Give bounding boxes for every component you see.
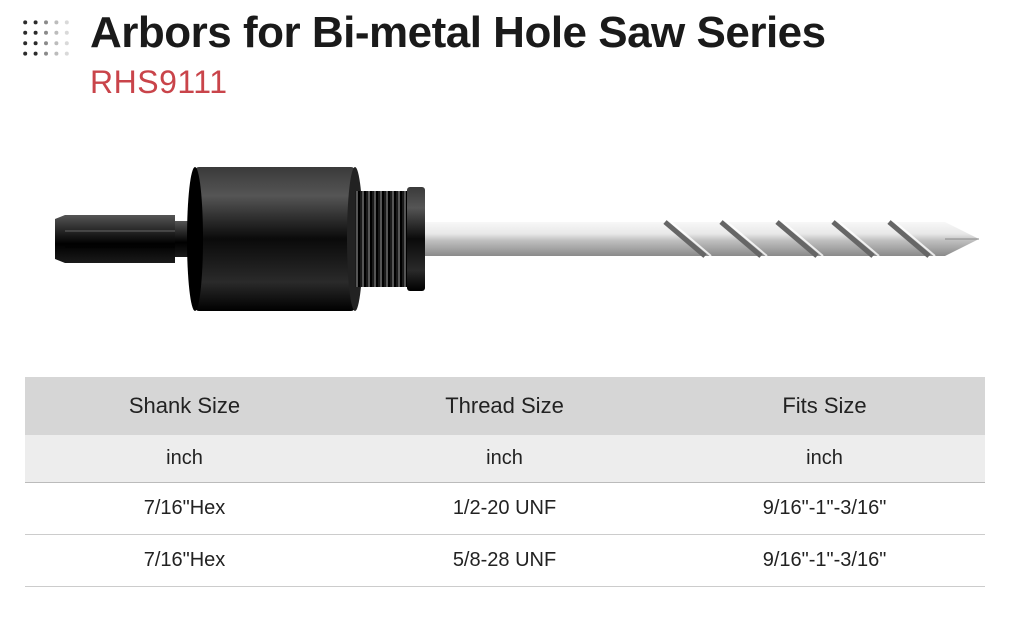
cell-thread-1: 5/8-28 UNF xyxy=(345,535,665,587)
cell-fits-1: 9/16"-1"-3/16" xyxy=(665,535,985,587)
col-header-thread: Thread Size xyxy=(345,377,665,435)
cell-shank-0: 7/16"Hex xyxy=(25,483,345,535)
cell-fits-0: 9/16"-1"-3/16" xyxy=(665,483,985,535)
unit-fits: inch xyxy=(665,435,985,483)
col-header-shank: Shank Size xyxy=(25,377,345,435)
page-container: Arbors for Bi-metal Hole Saw Series RHS9… xyxy=(0,0,1009,587)
table-row: 7/16"Hex 1/2-20 UNF 9/16"-1"-3/16" xyxy=(25,483,985,535)
page-title: Arbors for Bi-metal Hole Saw Series xyxy=(90,10,826,56)
product-code: RHS9111 xyxy=(90,64,989,101)
unit-row: inch inch inch xyxy=(25,435,985,483)
unit-thread: inch xyxy=(345,435,665,483)
cell-thread-0: 1/2-20 UNF xyxy=(345,483,665,535)
table-header: Shank Size Thread Size Fits Size xyxy=(25,377,985,435)
header-row: Arbors for Bi-metal Hole Saw Series xyxy=(20,10,989,60)
product-illustration xyxy=(25,119,985,349)
dot-grid-icon xyxy=(20,16,72,60)
cell-shank-1: 7/16"Hex xyxy=(25,535,345,587)
unit-shank: inch xyxy=(25,435,345,483)
table-row: 7/16"Hex 5/8-28 UNF 9/16"-1"-3/16" xyxy=(25,535,985,587)
spec-table: Shank Size Thread Size Fits Size inch in… xyxy=(25,377,985,587)
col-header-fits: Fits Size xyxy=(665,377,985,435)
